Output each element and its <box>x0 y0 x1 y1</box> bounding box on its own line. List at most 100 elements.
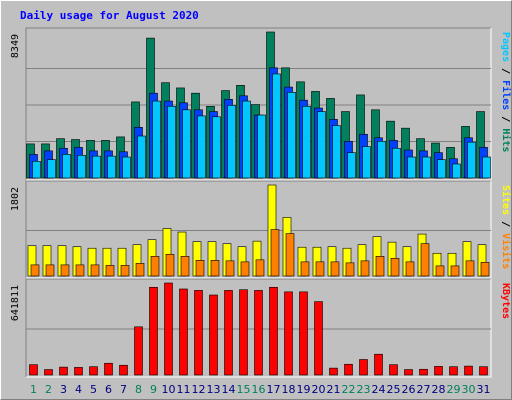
day-label-2: 2 <box>45 383 52 396</box>
bar-visits-day-9 <box>150 256 160 277</box>
bar-kbytes-day-16 <box>254 290 263 376</box>
legend-entry-pages: Pages <box>500 32 511 62</box>
bar-pages-day-1 <box>32 161 41 179</box>
bar-pages-day-30 <box>467 141 476 179</box>
day-label-13: 13 <box>207 383 221 396</box>
legend-separator: / <box>500 110 511 128</box>
day-label-25: 25 <box>387 383 401 396</box>
bar-pages-day-23 <box>362 146 371 179</box>
bar-visits-day-14 <box>225 260 235 277</box>
bar-kbytes-day-7 <box>119 364 128 376</box>
bar-visits-day-28 <box>435 265 445 277</box>
bar-visits-day-5 <box>90 264 100 277</box>
bar-pages-day-18 <box>287 92 296 179</box>
bar-visits-day-3 <box>60 264 70 277</box>
bar-visits-day-24 <box>375 256 385 277</box>
panel-edge-light <box>26 279 492 378</box>
bar-pages-day-26 <box>407 156 416 179</box>
day-label-14: 14 <box>222 383 236 396</box>
bar-pages-day-31 <box>482 156 491 179</box>
bar-visits-day-4 <box>75 264 85 277</box>
legend-entry-kbytes: KBytes <box>500 283 511 319</box>
bar-visits-day-11 <box>180 256 190 277</box>
day-label-5: 5 <box>90 383 97 396</box>
legend: KBytes <box>500 283 511 319</box>
bar-pages-day-2 <box>47 159 56 179</box>
bar-kbytes-day-19 <box>299 291 308 376</box>
bar-visits-day-25 <box>390 258 400 277</box>
bar-visits-day-12 <box>195 260 205 277</box>
bar-visits-day-26 <box>405 261 415 277</box>
bar-pages-day-12 <box>197 115 206 179</box>
bar-kbytes-day-5 <box>89 366 98 376</box>
day-axis: 1 2 3 4 5 6 7 8 9 10 11 12 13 14 15 16 17 18 19 20 21 22 23 24 2… <box>30 383 491 396</box>
chart-title: Daily usage for August 2020 <box>20 9 199 22</box>
bar-kbytes-day-27 <box>419 368 428 376</box>
bar-kbytes-day-3 <box>59 366 68 376</box>
bar-pages-day-21 <box>332 125 341 179</box>
day-label-28: 28 <box>432 383 446 396</box>
bar-visits-day-8 <box>135 263 145 277</box>
bar-kbytes-day-11 <box>179 288 188 376</box>
bar-pages-day-15 <box>242 100 251 179</box>
bar-pages-day-5 <box>92 155 101 179</box>
day-label-20: 20 <box>312 383 326 396</box>
bar-kbytes-day-20 <box>314 301 323 376</box>
legend-separator: / <box>500 215 511 233</box>
bar-kbytes-day-2 <box>44 369 53 376</box>
bar-pages-day-14 <box>227 105 236 179</box>
bar-kbytes-day-22 <box>344 363 353 376</box>
day-label-11: 11 <box>177 383 191 396</box>
day-label-21: 21 <box>327 383 341 396</box>
bar-visits-day-13 <box>210 260 220 277</box>
day-label-15: 15 <box>237 383 251 396</box>
bar-visits-day-21 <box>330 261 340 277</box>
chart-panels: 8349 Pages / Files / Hits 1802 Sites / Visi… <box>10 27 512 378</box>
bar-kbytes-day-24 <box>374 353 383 376</box>
bar-pages-day-25 <box>392 147 401 179</box>
bar-kbytes-day-12 <box>194 290 203 376</box>
bar-pages-day-19 <box>302 106 311 179</box>
legend-entry-visits: Visits <box>500 233 512 269</box>
bar-visits-day-20 <box>315 261 325 277</box>
legend-entry-hits: Hits <box>500 128 512 152</box>
day-label-26: 26 <box>402 383 416 396</box>
bar-pages-day-7 <box>122 156 131 179</box>
bar-kbytes-day-28 <box>434 366 443 376</box>
bar-visits-day-7 <box>120 265 130 277</box>
bar-kbytes-day-15 <box>239 289 248 376</box>
bar-visits-day-18 <box>285 233 295 277</box>
day-label-31: 31 <box>477 383 491 396</box>
bar-pages-day-10 <box>167 106 176 179</box>
day-label-8: 8 <box>135 383 142 396</box>
bar-visits-day-29 <box>450 265 460 277</box>
bar-kbytes-day-9 <box>149 286 158 376</box>
bar-visits-day-16 <box>255 259 265 277</box>
bar-kbytes-day-31 <box>479 366 488 376</box>
day-label-6: 6 <box>105 383 112 396</box>
legend: Sites / Visits <box>500 185 512 269</box>
bar-visits-day-15 <box>240 261 250 277</box>
day-label-29: 29 <box>447 383 461 396</box>
bar-kbytes-day-6 <box>104 362 113 376</box>
day-label-22: 22 <box>342 383 356 396</box>
bar-pages-day-29 <box>452 163 461 179</box>
y-max-label: 8349 <box>10 34 21 58</box>
bar-visits-day-27 <box>420 243 430 277</box>
bar-pages-day-28 <box>437 159 446 179</box>
y-max-label: 1802 <box>10 187 21 211</box>
bar-pages-day-17 <box>272 73 281 179</box>
bar-kbytes-day-17 <box>269 286 278 376</box>
bar-visits-day-31 <box>480 262 490 277</box>
kbytes-panel: 641811 KBytes <box>10 278 511 378</box>
bar-visits-day-10 <box>165 253 175 277</box>
bar-kbytes-day-10 <box>164 282 173 376</box>
day-label-19: 19 <box>297 383 311 396</box>
panel-edge-dark <box>25 180 491 278</box>
bar-pages-day-8 <box>137 135 146 179</box>
bar-pages-day-24 <box>377 140 386 179</box>
bar-pages-day-13 <box>212 116 221 179</box>
hits-panel: 8349 Pages / Files / Hits <box>10 27 512 181</box>
day-label-9: 9 <box>150 383 157 396</box>
